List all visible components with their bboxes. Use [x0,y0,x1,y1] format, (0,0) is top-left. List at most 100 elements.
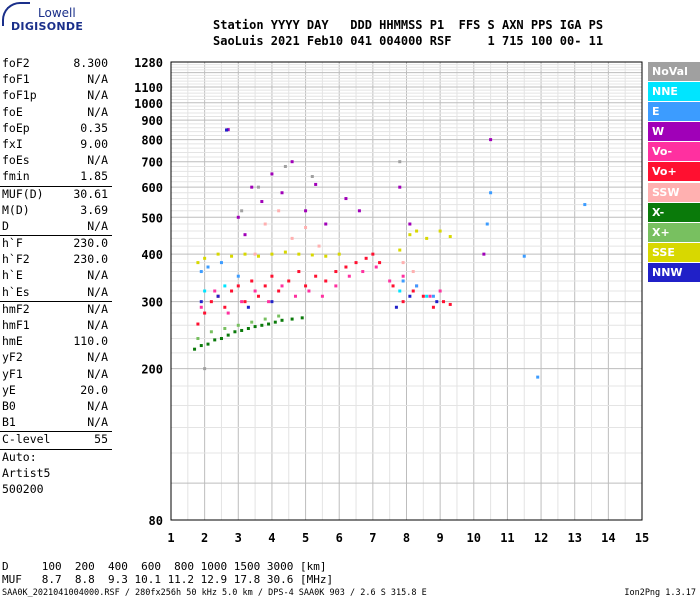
data-point [230,254,234,258]
param-row: h`E N/A [0,268,112,284]
param-value: N/A [87,366,108,381]
x-tick-label: 6 [336,531,343,545]
param-row: h`F 230.0 [0,235,112,252]
data-point [203,367,207,371]
footer-file-info: SAA0K_2021041004000.RSF / 280fx256h 50 k… [2,588,427,598]
param-value: N/A [87,88,108,103]
param-value: 20.0 [80,382,108,397]
data-point [280,318,284,322]
data-point [203,311,207,315]
param-row: foE N/A [0,105,112,121]
data-point [267,300,271,304]
data-point [267,322,271,326]
data-point [334,270,338,274]
muf-row: MUF 8.7 8.8 9.3 10.1 11.2 12.9 17.8 30.6… [2,573,334,586]
data-point [243,233,247,237]
data-point [193,347,197,351]
x-tick-label: 12 [534,531,548,545]
data-point [283,250,287,254]
data-point [240,209,244,213]
data-point [398,248,402,252]
data-point [401,300,405,304]
data-point [482,252,486,256]
data-point [415,229,419,233]
x-tick-label: 9 [437,531,444,545]
y-tick-label: 200 [141,363,163,377]
data-point [236,284,240,288]
data-point [307,289,311,293]
data-point [290,160,294,164]
header-values: SaoLuis 2021 Feb10 041 004000 RSF 1 715 … [213,34,604,48]
legend-item: NNE [648,82,700,102]
data-point [270,274,274,278]
param-row: yF2 N/A [0,350,112,366]
data-point [226,311,230,315]
data-point [438,289,442,293]
y-tick-label: 800 [141,134,163,148]
y-tick-label: 80 [149,514,163,528]
data-point [394,305,398,309]
data-point [401,261,405,265]
footer-version: Ion2Png 1.3.17 [624,588,696,598]
param-label: yE [2,382,16,397]
param-label: fxI [2,136,23,151]
param-label: foE [2,104,23,119]
param-value: N/A [87,318,108,332]
data-point [408,222,412,226]
data-point [219,261,223,265]
legend-item: E [648,102,700,122]
legend-item: NNW [648,262,700,282]
param-value: 230.0 [73,252,108,267]
legend-item: Vo+ [648,162,700,182]
data-point [213,289,217,293]
data-point [398,160,402,164]
param-label: D [2,218,9,233]
data-point [209,300,213,304]
x-tick-label: 3 [235,531,242,545]
data-point [223,305,227,309]
param-label: 500200 [2,481,44,496]
data-point [398,185,402,189]
data-point [304,284,308,288]
param-label: hmE [2,334,23,349]
param-value: N/A [87,350,108,365]
param-row: foEs N/A [0,153,112,169]
data-point [364,256,368,260]
y-tick-label: 900 [141,114,163,128]
data-point [485,222,489,226]
data-point [297,252,301,256]
data-point [431,294,435,298]
data-point [408,233,412,237]
x-tick-label: 1 [167,531,174,545]
x-tick-label: 5 [302,531,309,545]
param-label: foF1 [2,72,30,87]
data-point [304,225,308,229]
x-tick-label: 7 [369,531,376,545]
data-point [314,182,318,186]
data-point [270,172,274,176]
data-point [401,274,405,278]
data-point [246,305,250,309]
legend-item: X+ [648,222,700,242]
mode-legend: NoVal NNE E W Vo- Vo+ SSW X- X+ SSE NNW [648,62,700,283]
data-point [522,254,526,258]
param-row: M(D) 3.69 [0,203,112,219]
data-point [425,236,429,240]
param-label: yF1 [2,366,23,381]
data-point [290,317,294,321]
data-point [256,185,260,189]
param-value: N/A [87,153,108,168]
data-point [374,265,378,269]
chart-axes: 1 2 3 4 5 6 7 8 9 10 11 12 13 14 158020030040050060070… [134,56,649,545]
legend-item: W [648,122,700,142]
data-point [223,327,227,331]
param-value: N/A [87,218,108,233]
data-point [425,294,429,298]
data-point [334,284,338,288]
y-tick-label: 1100 [134,81,163,95]
data-point [209,330,213,334]
data-point [256,254,260,258]
param-label: fmin [2,169,30,184]
